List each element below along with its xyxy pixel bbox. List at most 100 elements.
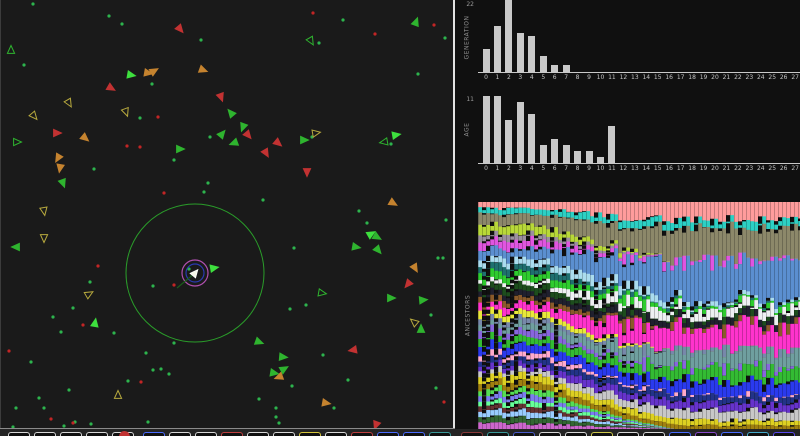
agent-triangle[interactable] xyxy=(143,68,154,77)
creature-card[interactable] xyxy=(403,432,425,436)
creature-card[interactable] xyxy=(513,432,535,436)
agent-triangle[interactable] xyxy=(305,35,316,46)
creature-card[interactable] xyxy=(591,432,613,436)
food-dot xyxy=(321,353,325,357)
agent-triangle[interactable] xyxy=(260,147,271,158)
creature-card[interactable] xyxy=(86,432,108,436)
agent-triangle[interactable] xyxy=(225,107,237,119)
food-dot xyxy=(146,420,150,424)
creature-card[interactable] xyxy=(617,432,639,436)
agent-triangle[interactable] xyxy=(228,137,240,147)
agent-triangle[interactable] xyxy=(351,242,362,251)
creature-card[interactable] xyxy=(643,432,665,436)
agent-triangle[interactable] xyxy=(402,278,414,290)
creature-card[interactable] xyxy=(221,432,243,436)
creature-card[interactable] xyxy=(539,432,561,436)
creature-card[interactable] xyxy=(565,432,587,436)
agent-triangle[interactable] xyxy=(372,244,384,256)
agent-triangle[interactable] xyxy=(53,128,63,138)
world-view[interactable] xyxy=(0,0,454,429)
agent-triangle[interactable] xyxy=(302,168,312,178)
creature-card[interactable] xyxy=(247,432,269,436)
agent-triangle[interactable] xyxy=(120,106,130,118)
agent-triangle[interactable] xyxy=(409,262,420,273)
agent-triangle[interactable] xyxy=(278,352,289,362)
creature-card[interactable] xyxy=(60,432,82,436)
agent-triangle[interactable] xyxy=(83,289,94,300)
creature-card[interactable] xyxy=(487,432,509,436)
agent-triangle[interactable] xyxy=(28,110,40,122)
tick-label: 2 xyxy=(506,165,511,172)
agent-triangle[interactable] xyxy=(347,345,358,354)
creature-card[interactable] xyxy=(351,432,373,436)
agent-triangle[interactable] xyxy=(253,336,265,346)
agent-triangle[interactable] xyxy=(105,82,116,93)
agent-triangle[interactable] xyxy=(272,137,284,149)
agent-triangle[interactable] xyxy=(365,229,376,240)
creature-card[interactable] xyxy=(747,432,769,436)
agent-triangle[interactable] xyxy=(79,132,91,144)
agent-triangle[interactable] xyxy=(371,419,382,429)
agent-triangle[interactable] xyxy=(197,64,209,74)
creature-card[interactable] xyxy=(377,432,399,436)
agent-triangle[interactable] xyxy=(10,242,20,252)
agent-triangle[interactable] xyxy=(418,295,429,305)
agent-triangle[interactable] xyxy=(13,137,23,147)
agent-triangle[interactable] xyxy=(56,163,65,174)
agent-triangle[interactable] xyxy=(410,16,420,28)
food-dot xyxy=(37,396,41,400)
agent-triangle[interactable] xyxy=(269,368,280,377)
creature-roster-strip[interactable] xyxy=(0,429,800,436)
creature-card[interactable] xyxy=(273,432,295,436)
agent-triangle[interactable] xyxy=(215,91,225,103)
agent-triangle[interactable] xyxy=(53,152,64,163)
agent-triangle[interactable] xyxy=(311,129,322,138)
creature-card[interactable] xyxy=(773,432,795,436)
agent-triangle[interactable] xyxy=(273,371,285,381)
agent-triangle[interactable] xyxy=(176,144,186,154)
world-canvas[interactable] xyxy=(1,0,455,429)
agent-triangle[interactable] xyxy=(321,398,332,407)
creature-card[interactable] xyxy=(695,432,717,436)
creature-card[interactable] xyxy=(169,432,191,436)
agent-triangle[interactable] xyxy=(126,70,137,79)
creature-card[interactable] xyxy=(721,432,743,436)
agent-triangle[interactable] xyxy=(90,317,99,328)
agent-triangle[interactable] xyxy=(387,293,397,303)
agent-triangle[interactable] xyxy=(39,234,49,244)
selected-agent-triangle[interactable] xyxy=(189,267,201,279)
creature-card[interactable] xyxy=(143,432,165,436)
agent-triangle[interactable] xyxy=(216,128,228,140)
creature-card[interactable] xyxy=(8,432,30,436)
agent-triangle[interactable] xyxy=(57,177,67,189)
agent-triangle[interactable] xyxy=(113,389,123,399)
agent-triangle[interactable] xyxy=(378,137,389,146)
agent-triangle[interactable] xyxy=(408,316,420,328)
agent-triangle[interactable] xyxy=(39,206,48,217)
agent-triangle[interactable] xyxy=(391,131,402,140)
agent-triangle[interactable] xyxy=(387,197,398,208)
agent-triangle[interactable] xyxy=(278,364,289,375)
agent-triangle[interactable] xyxy=(209,264,220,273)
creature-card[interactable] xyxy=(669,432,691,436)
agent-triangle[interactable] xyxy=(317,288,328,297)
agent-triangle[interactable] xyxy=(6,44,16,54)
agent-triangle[interactable] xyxy=(174,23,186,35)
selected-creature-marker[interactable] xyxy=(119,431,130,436)
agent-triangle[interactable] xyxy=(63,97,74,108)
tick-label: 10 xyxy=(596,165,605,172)
agent-triangle[interactable] xyxy=(242,129,254,141)
creature-card[interactable] xyxy=(195,432,217,436)
hazard-dot xyxy=(81,323,85,327)
creature-card[interactable] xyxy=(429,432,451,436)
creature-card[interactable] xyxy=(325,432,347,436)
creature-card[interactable] xyxy=(461,432,483,436)
agent-triangle[interactable] xyxy=(238,121,249,133)
creature-card[interactable] xyxy=(299,432,321,436)
agent-triangle[interactable] xyxy=(148,66,159,77)
agent-triangle[interactable] xyxy=(300,135,310,145)
creature-card[interactable] xyxy=(34,432,56,436)
agent-triangle[interactable] xyxy=(371,231,382,242)
agent-triangle[interactable] xyxy=(416,323,426,333)
tick-label: 5 xyxy=(541,165,546,172)
